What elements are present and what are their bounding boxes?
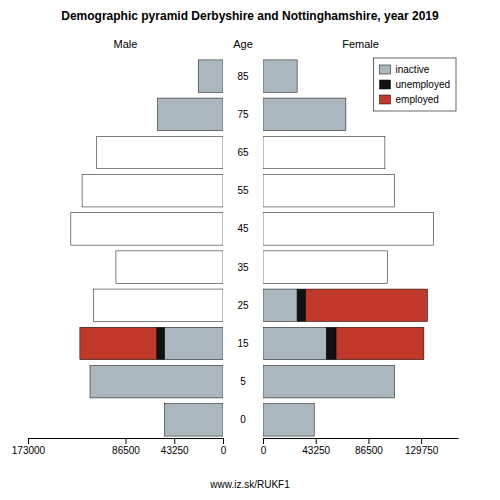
legend-swatch [380, 95, 391, 104]
legend-label: unemployed [396, 79, 450, 90]
bar [263, 213, 434, 245]
bar [263, 174, 395, 206]
bar [336, 327, 424, 359]
age-label: 75 [237, 109, 249, 120]
x-axis: 173000 86500 43250 0 [12, 438, 227, 456]
bar [158, 98, 223, 130]
bar [116, 251, 223, 283]
age-label: 15 [237, 338, 249, 349]
axis-line [264, 438, 459, 439]
tick-label: 43250 [302, 445, 330, 456]
tick-label: 0 [221, 445, 227, 456]
bar [263, 404, 314, 436]
panel-title: Female [342, 38, 379, 50]
tick: 0 [221, 438, 227, 456]
bar [263, 365, 395, 397]
legend-swatch [380, 65, 391, 74]
tick: 86500 [355, 438, 383, 456]
tick: 43250 [302, 438, 330, 456]
tick-mark [223, 438, 224, 444]
bars [71, 60, 223, 436]
tick-label: 173000 [12, 445, 46, 456]
tick-mark [368, 438, 369, 444]
bar [263, 289, 297, 321]
bar [80, 327, 157, 359]
tick-mark [316, 438, 317, 444]
bar [263, 327, 326, 359]
title: Demographic pyramid Derbyshire and Notti… [61, 9, 439, 23]
bar [263, 98, 346, 130]
tick: 43250 [161, 438, 189, 456]
panel-title: Male [114, 38, 138, 50]
tick-mark [263, 438, 264, 444]
legend-swatch [380, 80, 391, 89]
bar [263, 136, 385, 168]
tick: 0 [261, 438, 267, 456]
tick-mark [126, 438, 127, 444]
tick-label: 43250 [161, 445, 189, 456]
age-label: 35 [237, 262, 249, 273]
age-label: 5 [240, 376, 246, 387]
tick-mark [174, 438, 175, 444]
bar [164, 327, 223, 359]
bar [71, 213, 223, 245]
bar [164, 404, 223, 436]
tick-label: 0 [261, 445, 267, 456]
bar [93, 289, 223, 321]
bar [306, 289, 428, 321]
legend-label: employed [396, 94, 439, 105]
bar [263, 251, 387, 283]
bar [263, 60, 297, 92]
bar [297, 289, 306, 321]
bars [263, 60, 434, 436]
age-label: 55 [237, 185, 249, 196]
age-labels: 85 75 65 55 45 35 25 15 5 0 [237, 71, 249, 426]
bar [90, 365, 223, 397]
footer: www.iz.sk/RUKF1 [209, 479, 290, 490]
tick-label: 86500 [112, 445, 140, 456]
age-label: 25 [237, 300, 249, 311]
tick-label: 86500 [355, 445, 383, 456]
tick-label: 129750 [405, 445, 439, 456]
legend: inactive unemployed employed [374, 58, 456, 111]
bar [97, 136, 223, 168]
age-label: 45 [237, 223, 249, 234]
tick-mark [421, 438, 422, 444]
age-header: Age [233, 38, 253, 50]
chart: Demographic pyramid Derbyshire and Notti… [0, 0, 500, 500]
bar [326, 327, 336, 359]
legend-frame [374, 58, 456, 111]
x-axis: 0 43250 86500 129750 [261, 438, 459, 456]
age-label: 85 [237, 71, 249, 82]
tick: 86500 [112, 438, 140, 456]
age-label: 0 [240, 414, 246, 425]
tick-mark [28, 438, 29, 444]
tick: 129750 [405, 438, 439, 456]
bar [198, 60, 223, 92]
bar [82, 174, 223, 206]
age-label: 65 [237, 147, 249, 158]
bar [156, 327, 164, 359]
legend-label: inactive [396, 64, 430, 75]
tick: 173000 [12, 438, 46, 456]
